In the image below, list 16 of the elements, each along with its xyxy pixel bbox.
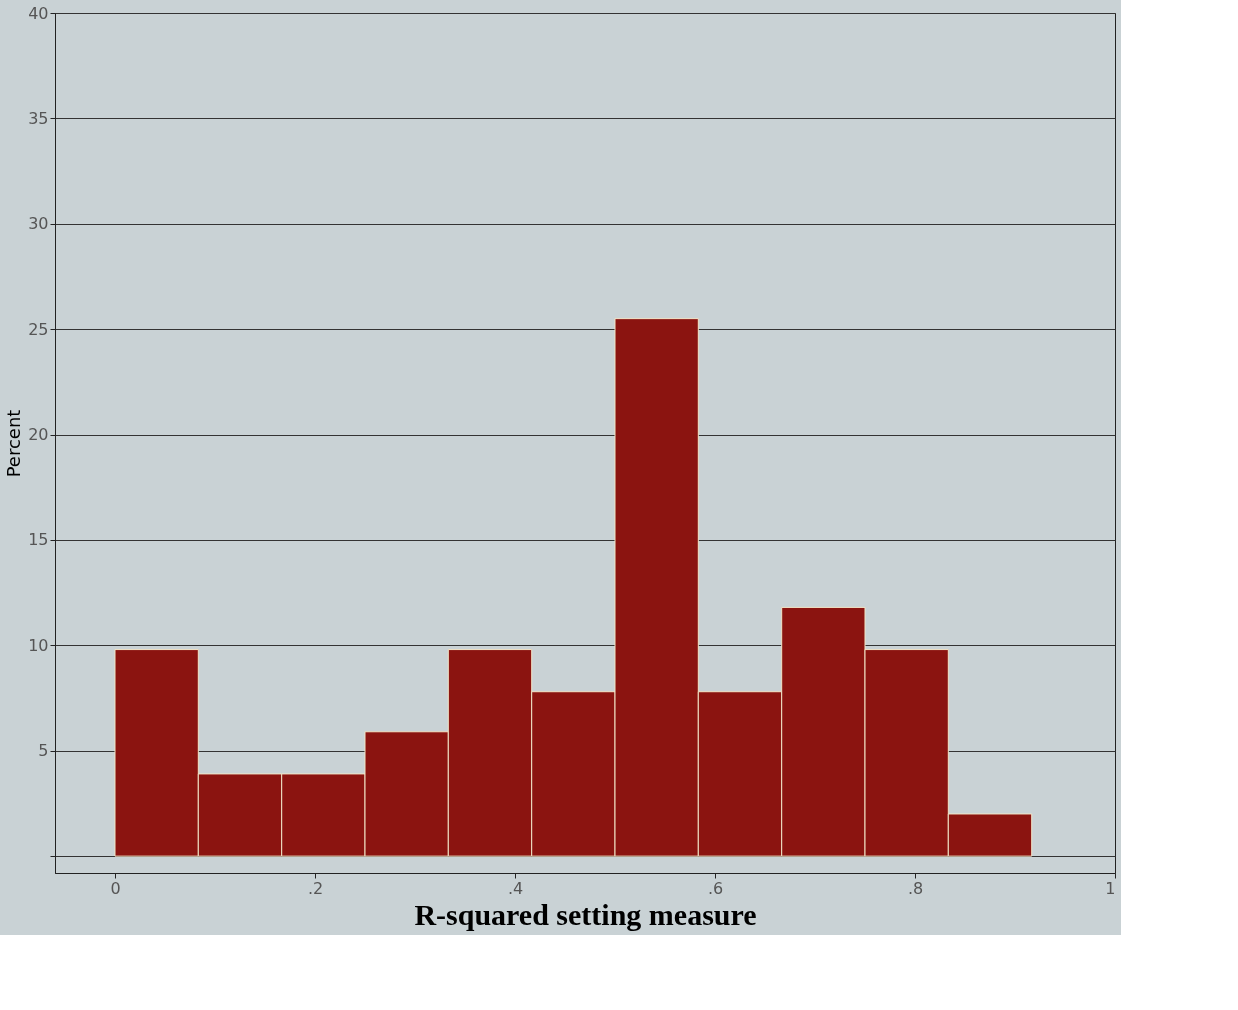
x-tick-label: .4 — [507, 878, 524, 898]
x-tick-label: 1 — [1105, 878, 1116, 898]
y-axis-title: Percent — [3, 409, 25, 478]
x-tick-label: .8 — [907, 878, 924, 898]
y-tick-label: 40 — [28, 3, 49, 23]
x-tick-label: .6 — [707, 878, 724, 898]
y-tick-label: 5 — [38, 741, 49, 761]
y-tick-label: 10 — [28, 635, 49, 655]
x-tick-label: 0 — [110, 878, 121, 898]
y-tick-label: 20 — [28, 425, 49, 445]
y-tick-label: 30 — [28, 214, 49, 234]
y-tick-label: 25 — [28, 319, 49, 339]
y-tick-label: 35 — [28, 108, 49, 128]
y-tick-label: 15 — [28, 530, 49, 550]
x-axis-title: R-squared setting measure — [414, 897, 757, 931]
x-tick-label: .2 — [307, 878, 324, 898]
